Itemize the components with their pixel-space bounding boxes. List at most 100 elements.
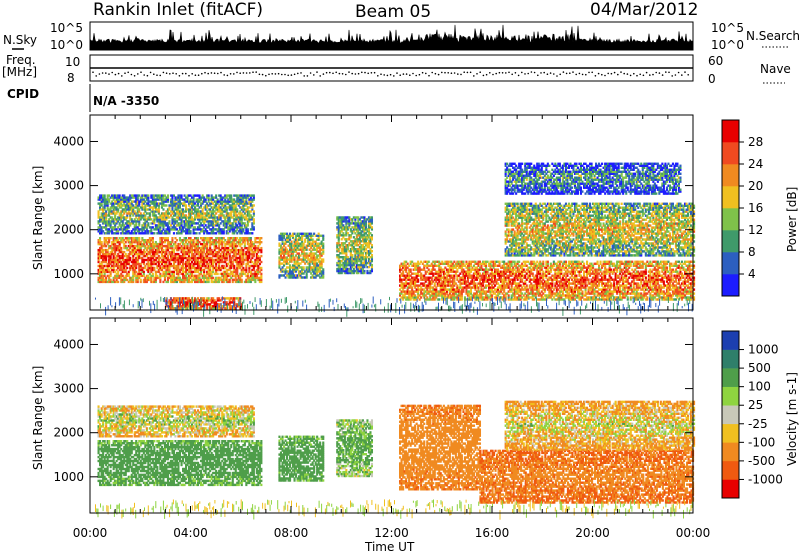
freq-axis-bottom: 8 [67, 71, 75, 85]
heatmap-cell [291, 241, 293, 243]
heatmap-cell [251, 232, 253, 234]
nave-dot [364, 72, 366, 74]
nave-dot [611, 73, 613, 75]
nave-dot [639, 74, 641, 76]
heatmap-cell [101, 241, 103, 243]
heatmap-cell [363, 270, 365, 272]
heatmap-cell [208, 194, 210, 196]
nave-dot [588, 72, 590, 74]
nave-dot [163, 72, 165, 74]
nave-dot [531, 71, 533, 73]
nave-dot [99, 73, 101, 75]
nave-dot [435, 73, 437, 75]
nave-dot [662, 74, 664, 76]
nave-dot [153, 73, 155, 75]
nave-dot [492, 74, 494, 76]
nave-dot [534, 72, 536, 74]
nave-dot [655, 72, 657, 74]
nave-dot [556, 75, 558, 77]
nave-dot [547, 73, 549, 75]
nave-dot [659, 72, 661, 74]
heatmap-cell [153, 267, 155, 269]
nave-dot [156, 74, 158, 76]
nave-dot [543, 72, 545, 74]
heatmap-cell [197, 237, 199, 239]
nave-dot [470, 72, 472, 74]
heatmap-cell [371, 254, 373, 256]
nave-dot [563, 71, 565, 73]
nave-dot [460, 74, 462, 76]
heatmap-cell [371, 234, 373, 236]
heatmap-cell [168, 220, 170, 222]
heatmap-cell [303, 266, 305, 268]
heatmap-cell [371, 250, 373, 252]
nave-dot [463, 71, 465, 73]
nave-dot [479, 71, 481, 73]
heatmap-cell [260, 237, 262, 239]
nave-dot [630, 75, 632, 77]
radar-summary-plot: Rankin Inlet (fitACF) Beam 05 04/Mar/201… [0, 0, 800, 554]
nave-dot [502, 72, 504, 74]
nave-dot [275, 73, 277, 75]
nave-dot [559, 74, 561, 76]
nave-dot [121, 75, 123, 77]
nave-dot [486, 74, 488, 76]
nave-dot [415, 75, 417, 77]
nave-dot [575, 74, 577, 76]
nave-dot [511, 74, 513, 76]
nave-dot [227, 75, 229, 77]
heatmap-cell [236, 208, 238, 210]
heatmap-cell [185, 204, 187, 206]
nave-dot [566, 73, 568, 75]
nave-dot [220, 72, 222, 74]
heatmap-cell [147, 222, 149, 224]
heatmap-cell [167, 237, 169, 239]
nave-dot [294, 74, 296, 76]
nave-dot [259, 74, 261, 76]
nave-dot [508, 72, 510, 74]
nave-dot [249, 72, 251, 74]
nave-dot [431, 72, 433, 74]
nave-dot [585, 74, 587, 76]
freq-panel: 10 8 60 0 [65, 54, 723, 86]
nave-dot [188, 75, 190, 77]
nave-dot [483, 75, 485, 77]
nave-dot [137, 73, 139, 75]
nave-label: Nave [760, 62, 791, 76]
heatmap-cell [322, 258, 324, 260]
heatmap-cell [190, 230, 192, 232]
nave-dot [540, 72, 542, 74]
heatmap-cell [351, 254, 353, 256]
nave-dot [342, 73, 344, 75]
heatmap-cell [260, 255, 262, 257]
nave-dot [278, 73, 280, 75]
nave-dot [451, 72, 453, 74]
nave-dot [172, 72, 174, 74]
nave-dots [92, 71, 689, 77]
power-heatmap [95, 163, 695, 317]
heatmap-cell [110, 237, 112, 239]
nave-dot [303, 75, 305, 77]
nave-dot [521, 72, 523, 74]
nave-dot [214, 72, 216, 74]
nave-dot [399, 74, 401, 76]
nave-dot [678, 72, 680, 74]
nave-dot [191, 73, 193, 75]
nave-dot [537, 75, 539, 77]
nave-dot [179, 75, 181, 77]
noise-axis-top: 10^5 [50, 21, 83, 35]
nave-dot [281, 74, 283, 76]
heatmap-cell [417, 279, 419, 281]
nave-dot [495, 73, 497, 75]
nave-dot [262, 74, 264, 76]
nave-dot [403, 73, 405, 75]
heatmap-cell [260, 261, 262, 263]
nave-dot [438, 74, 440, 76]
heatmap-cell [152, 273, 154, 275]
nave-dot [515, 72, 517, 74]
nsky-label: N.Sky [3, 33, 37, 47]
nave-dot [387, 75, 389, 77]
nave-dot [422, 72, 424, 74]
nave-dot [246, 72, 248, 74]
